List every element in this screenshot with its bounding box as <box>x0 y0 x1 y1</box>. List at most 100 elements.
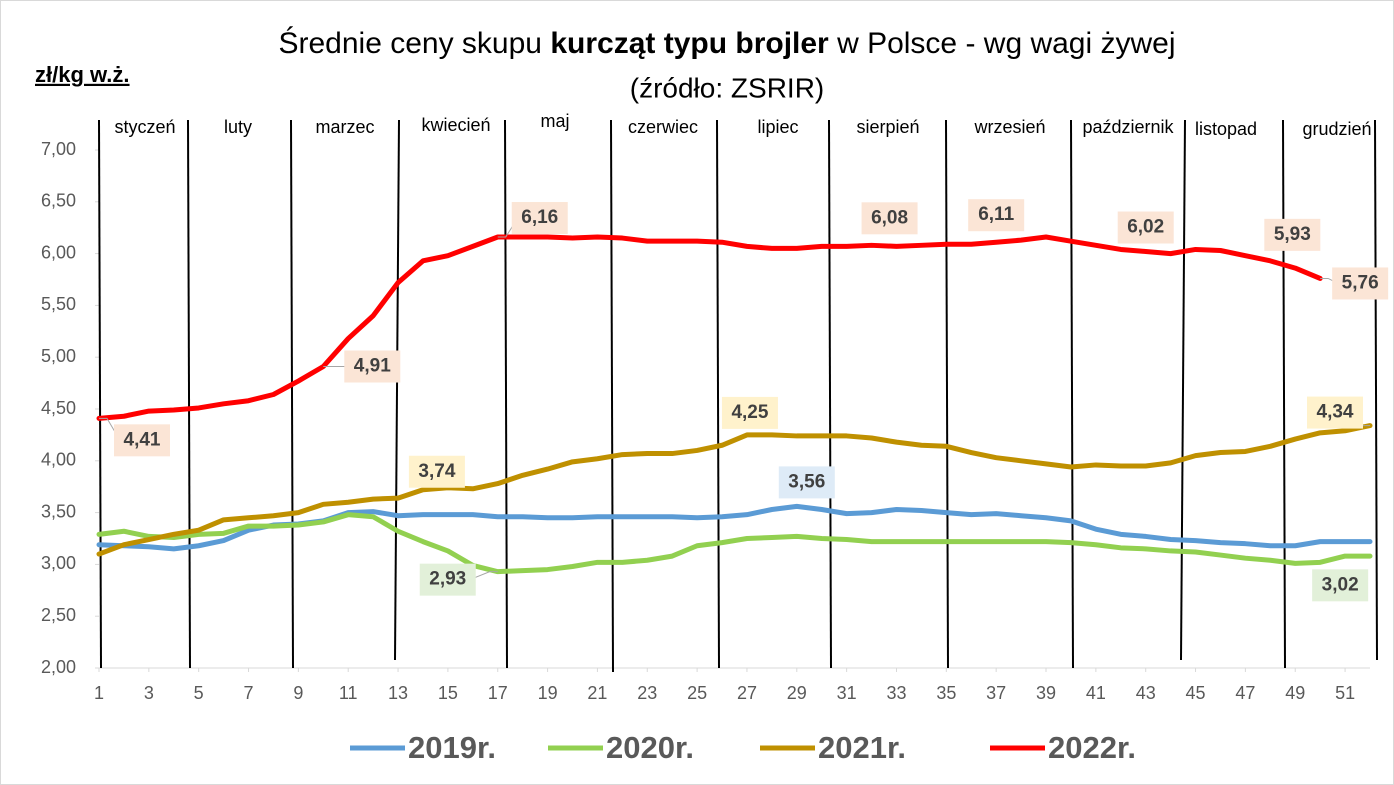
data-label-bg <box>408 455 465 488</box>
x-tick-label: 5 <box>194 683 204 703</box>
chart-title: Średnie ceny skupu kurcząt typu brojler … <box>278 26 1175 60</box>
month-separator <box>1282 119 1286 669</box>
x-tick-label: 31 <box>837 683 857 703</box>
month-separator <box>290 119 294 669</box>
data-label: 3,74 <box>418 461 455 482</box>
month-label: lipiec <box>757 117 798 137</box>
x-tick-label: 9 <box>293 683 303 703</box>
x-tick-label: 19 <box>538 683 558 703</box>
month-label: czerwiec <box>628 117 698 137</box>
month-separator <box>187 119 191 669</box>
x-tick-label: 17 <box>488 683 508 703</box>
month-separator <box>716 119 720 669</box>
data-label: 4,41 <box>124 429 161 450</box>
data-label: 6,11 <box>978 204 1014 225</box>
x-tick-label: 7 <box>244 683 254 703</box>
month-label: styczeń <box>114 117 175 137</box>
data-label: 5,93 <box>1274 224 1311 245</box>
data-label: 4,91 <box>354 356 391 377</box>
data-label-bg <box>1307 396 1363 429</box>
month-separator <box>945 119 949 669</box>
y-tick-label: 2,00 <box>41 657 76 677</box>
y-tick-label: 2,50 <box>41 605 76 625</box>
series-line <box>96 423 1373 557</box>
y-tick-label: 5,50 <box>41 294 76 314</box>
data-label-bg <box>1264 218 1321 251</box>
x-tick-label: 43 <box>1136 683 1156 703</box>
leader-line <box>469 571 498 581</box>
month-separator <box>1070 119 1074 669</box>
data-label-bg <box>968 199 1025 232</box>
month-label: luty <box>224 117 252 137</box>
x-tick-label: 47 <box>1235 683 1255 703</box>
series-line <box>96 234 1323 421</box>
x-tick-label: 33 <box>886 683 906 703</box>
y-tick-label: 3,50 <box>41 501 76 521</box>
y-tick-label: 3,00 <box>41 553 76 573</box>
x-tick-label: 21 <box>587 683 607 703</box>
data-label-bg <box>721 396 778 429</box>
x-tick-label: 1 <box>94 683 104 703</box>
month-separator <box>828 119 832 669</box>
data-label: 6,16 <box>521 207 558 228</box>
x-tick-label: 37 <box>986 683 1006 703</box>
data-label-bg <box>1312 569 1369 602</box>
x-tick-label: 11 <box>339 683 358 703</box>
legend-label: 2019r. <box>408 730 496 765</box>
y-tick-label: 5,00 <box>41 346 76 366</box>
data-label-bg <box>778 466 835 499</box>
x-tick-label: 45 <box>1186 683 1206 703</box>
month-label: grudzień <box>1302 119 1371 139</box>
y-tick-label: 4,50 <box>41 398 76 418</box>
x-tick-label: 15 <box>438 683 458 703</box>
series-line <box>96 512 1373 575</box>
month-label: marzec <box>315 117 374 137</box>
y-tick-label: 6,00 <box>41 242 76 262</box>
data-label: 6,08 <box>871 207 908 228</box>
data-label: 4,34 <box>1317 402 1354 423</box>
legend-label: 2020r. <box>606 730 694 765</box>
month-label: maj <box>540 111 569 131</box>
month-separator <box>394 119 400 661</box>
x-tick-label: 51 <box>1335 683 1355 703</box>
data-label-bg <box>344 350 401 383</box>
month-label: listopad <box>1195 119 1257 139</box>
month-label: październik <box>1082 117 1174 137</box>
y-axis-label: zł/kg w.ż. <box>35 62 130 87</box>
x-tick-label: 23 <box>637 683 657 703</box>
data-label-bg <box>1117 211 1174 244</box>
data-label-bg <box>114 424 170 457</box>
data-label-bg <box>511 202 568 235</box>
month-separator <box>98 119 102 669</box>
x-tick-label: 3 <box>144 683 154 703</box>
month-separator <box>1374 119 1378 661</box>
data-label-bg <box>419 563 476 596</box>
month-label: sierpień <box>856 117 919 137</box>
month-label: wrzesień <box>973 117 1045 137</box>
x-tick-label: 29 <box>787 683 807 703</box>
month-separator <box>610 119 614 673</box>
x-tick-label: 41 <box>1086 683 1106 703</box>
legend-label: 2022r. <box>1048 730 1136 765</box>
legend-label: 2021r. <box>818 730 906 765</box>
month-separator <box>1180 119 1186 661</box>
data-label: 3,56 <box>788 471 825 492</box>
x-tick-label: 35 <box>936 683 956 703</box>
x-tick-label: 25 <box>687 683 707 703</box>
y-tick-label: 7,00 <box>41 139 76 159</box>
data-label: 3,02 <box>1322 574 1359 595</box>
data-label-bg <box>861 202 918 235</box>
month-separator <box>504 119 508 669</box>
y-tick-label: 6,50 <box>41 191 76 211</box>
data-label: 6,02 <box>1127 217 1164 238</box>
data-label: 2,93 <box>429 569 466 590</box>
x-tick-label: 49 <box>1285 683 1305 703</box>
data-label: 5,76 <box>1342 272 1379 293</box>
x-tick-label: 39 <box>1036 683 1056 703</box>
data-label-bg <box>1332 267 1389 300</box>
chart-subtitle: (źródło: ZSRIR) <box>630 72 824 103</box>
x-tick-label: 27 <box>737 683 757 703</box>
data-label: 4,25 <box>731 402 768 423</box>
